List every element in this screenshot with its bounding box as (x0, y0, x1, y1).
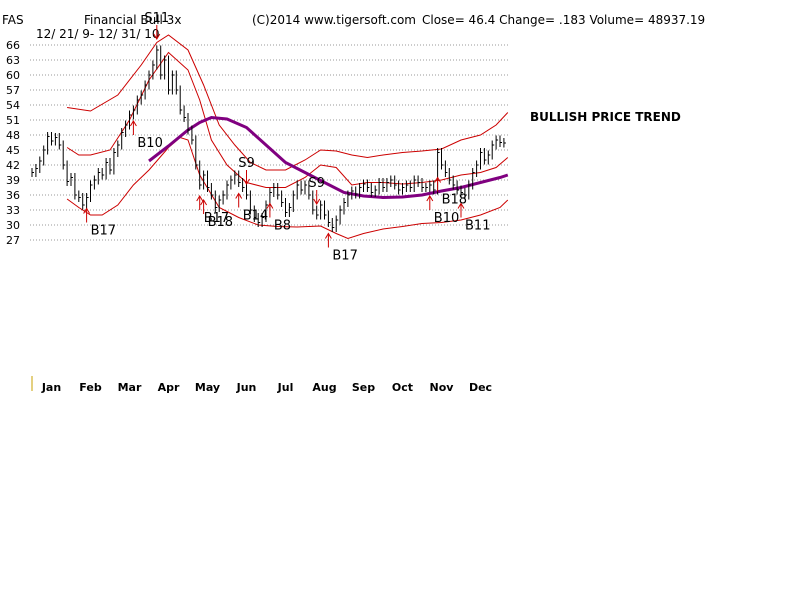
buy-arrow-head (434, 176, 442, 183)
sell-arrow-head (153, 33, 161, 40)
trend-label: BULLISH PRICE TREND (530, 110, 681, 124)
date-range: 12/ 21/ 9- 12/ 31/ 10 (36, 27, 160, 41)
y-tick-label: 57 (6, 84, 20, 97)
y-tick-label: 63 (6, 54, 20, 67)
moving-average-line (148, 115, 509, 200)
signal-label: B17 (204, 211, 229, 226)
y-tick-label: 51 (6, 114, 20, 127)
stats-text: Close= 46.4 Change= .183 Volume= 48937.1… (422, 13, 705, 27)
y-tick-label: 42 (6, 159, 20, 172)
x-tick-label: Jul (277, 381, 294, 394)
buy-arrow-head (235, 192, 243, 199)
symbol-label: FAS (2, 13, 24, 27)
buy-arrow-head (324, 232, 332, 239)
signal-label: B10 (137, 136, 162, 151)
x-tick-label: Sep (352, 381, 375, 394)
signal-label: S11 (144, 11, 169, 26)
buy-arrow-head (200, 199, 208, 206)
signal-label: B18 (208, 215, 233, 230)
signal-label: B18 (442, 193, 467, 208)
buy-arrow-head (266, 202, 274, 209)
x-tick-label: Jun (236, 381, 257, 394)
chart-title: Financial Bull 3x (84, 13, 181, 27)
y-axis: 66 63 60 57 54 51 48 45 42 39 36 33 30 27 (6, 39, 20, 247)
x-tick-label: Nov (430, 381, 455, 394)
signal-label: B17 (91, 224, 116, 239)
signal-label: B10 (434, 211, 459, 226)
signal-label: B11 (465, 219, 490, 234)
signal-label: B14 (243, 209, 268, 224)
y-tick-label: 27 (6, 234, 20, 247)
y-tick-label: 45 (6, 144, 20, 157)
x-tick-label: Mar (118, 381, 142, 394)
buy-arrow-head (426, 195, 434, 202)
buy-arrow-head (196, 195, 204, 202)
x-tick-label: Apr (158, 381, 180, 394)
x-tick-label: May (195, 381, 220, 394)
x-tick-label: Aug (312, 381, 336, 394)
y-tick-label: 33 (6, 204, 20, 217)
lower-band-line (66, 136, 509, 240)
upper-band-line (67, 34, 509, 171)
y-tick-label: 60 (6, 69, 20, 82)
signal-label: S9 (238, 156, 255, 171)
buy-arrow-head (129, 120, 137, 127)
copyright-text: (C)2014 www.tigersoft.com (252, 13, 416, 27)
x-axis: Jan Feb Mar Apr May Jun Jul Aug Sep Oct Nov Dec (41, 381, 492, 394)
x-tick-label: Feb (79, 381, 102, 394)
price-series (31, 45, 506, 232)
sell-arrow-head (243, 178, 250, 185)
y-tick-label: 48 (6, 129, 20, 142)
y-tick-label: 36 (6, 189, 20, 202)
bands (66, 34, 509, 240)
y-tick-label: 39 (6, 174, 20, 187)
signal-label: B8 (274, 219, 291, 234)
y-tick-label: 54 (6, 99, 20, 112)
x-tick-label: Oct (392, 381, 413, 394)
x-tick-label: Dec (469, 381, 492, 394)
buy-arrow-head (83, 207, 91, 214)
y-tick-label: 30 (6, 219, 20, 232)
y-tick-label: 66 (6, 39, 20, 52)
signal-label: S9 (308, 176, 325, 191)
signal-label: B17 (332, 249, 357, 264)
buy-arrow-head (457, 202, 465, 209)
sell-arrow-head (313, 198, 321, 205)
x-tick-label: Jan (41, 381, 61, 394)
middle-band-line (66, 51, 509, 188)
